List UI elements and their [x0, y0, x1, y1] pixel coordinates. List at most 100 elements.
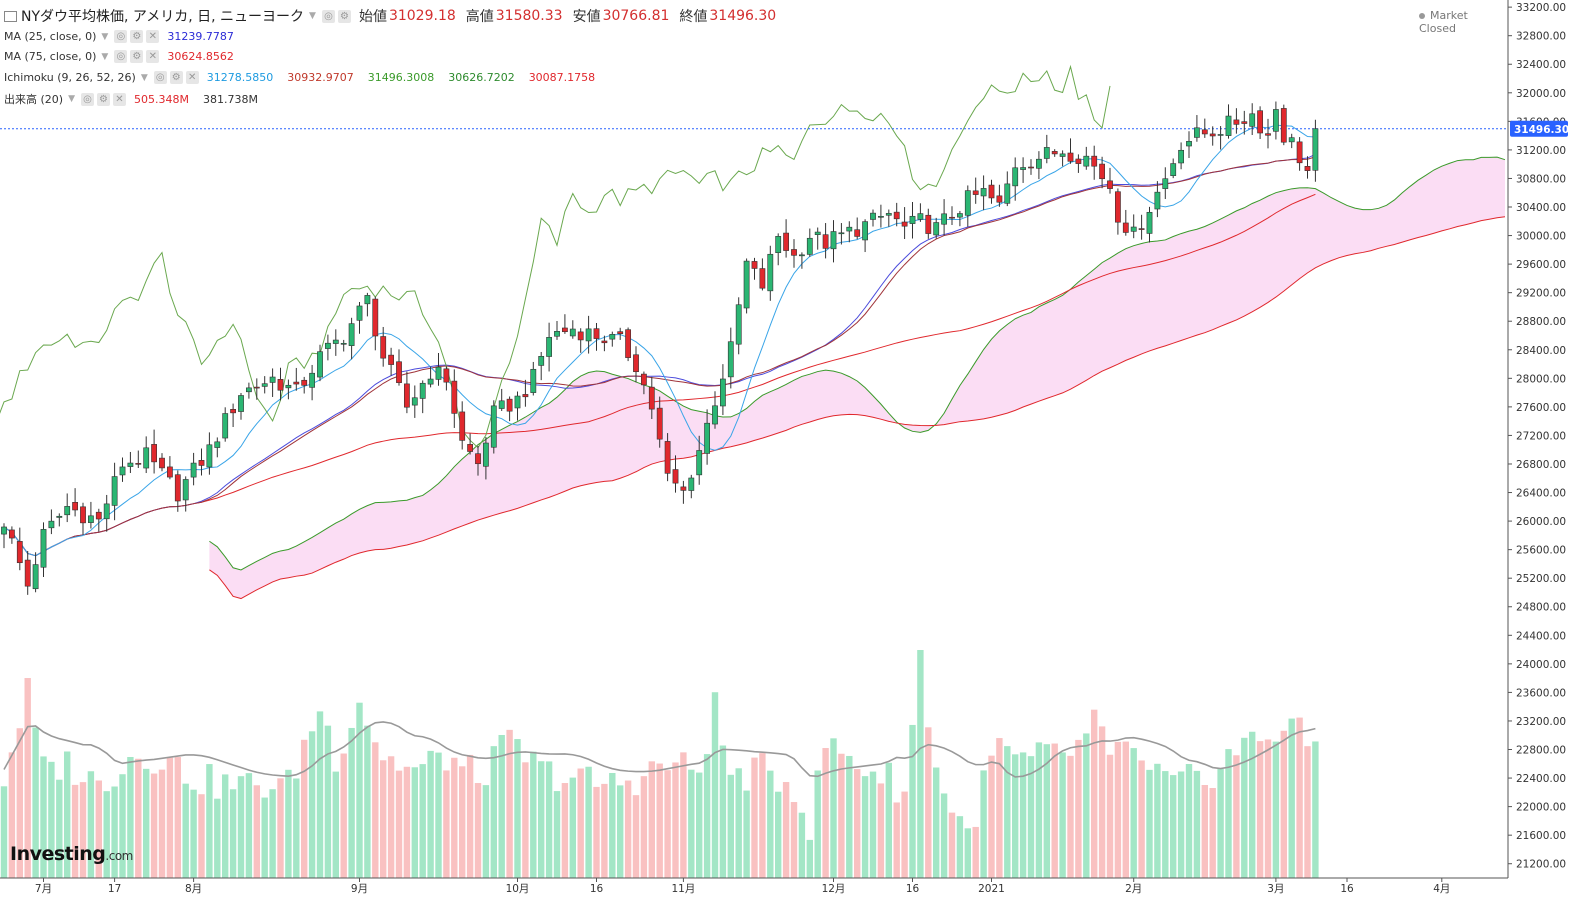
- price-tick-label: 28400.00: [1516, 345, 1566, 357]
- volume-bar: [372, 742, 379, 878]
- candle-body: [964, 190, 971, 216]
- volume-bar: [1091, 709, 1098, 878]
- open-value: 31029.18: [388, 8, 456, 24]
- close-icon: ✕: [185, 71, 199, 84]
- candle-body: [1122, 222, 1129, 233]
- volume-bar: [1249, 731, 1256, 878]
- volume-bar: [996, 738, 1003, 878]
- time-tick-label: 12月: [822, 883, 846, 895]
- volume-bar: [166, 757, 174, 878]
- close-icon: ✕: [146, 50, 160, 63]
- chevron-down-icon[interactable]: ▼: [101, 31, 109, 42]
- candle-body: [1225, 115, 1232, 136]
- candle-body: [1099, 163, 1105, 180]
- chevron-down-icon[interactable]: ▼: [140, 72, 148, 83]
- volume-bar: [585, 766, 592, 878]
- volume-bar: [1304, 746, 1311, 878]
- candle-body: [214, 441, 221, 448]
- candle-body: [798, 254, 805, 257]
- volume-bar: [1170, 775, 1177, 878]
- high-label: 高値: [465, 9, 494, 25]
- price-tick-label: 28000.00: [1516, 373, 1566, 385]
- time-tick-label: 16: [906, 883, 920, 895]
- candle-body: [64, 506, 71, 516]
- volume-bar: [1012, 754, 1019, 878]
- candle-body: [538, 356, 545, 366]
- price-tick-label: 24000.00: [1516, 659, 1566, 671]
- candle-body: [40, 529, 47, 568]
- collapse-icon[interactable]: [4, 10, 17, 22]
- legend-controls[interactable]: ◎ ⚙: [321, 9, 351, 23]
- indicator-controls[interactable]: ◎ ⚙ ✕: [81, 92, 126, 106]
- cloud-area: [209, 157, 1505, 599]
- volume-bars: [0, 650, 1319, 878]
- candle-body: [1178, 149, 1184, 164]
- candle-body: [506, 398, 513, 412]
- candle-body: [1296, 141, 1303, 164]
- volume-bar: [569, 777, 576, 878]
- indicator-value: 505.348M: [134, 92, 189, 106]
- investing-logo: Investing.com: [10, 843, 133, 865]
- indicator-legend-volume: 出来高 (20) ▼ ◎ ⚙ ✕ 505.348M 381.738M: [4, 91, 272, 107]
- candle-body: [206, 444, 213, 468]
- time-tick-label: 4月: [1433, 883, 1450, 895]
- volume-bar: [1083, 733, 1090, 878]
- chevron-down-icon[interactable]: ▼: [101, 51, 109, 62]
- candle-body: [672, 469, 679, 484]
- volume-bar: [1114, 741, 1122, 878]
- candle-body: [1201, 129, 1208, 135]
- volume-bar: [925, 727, 932, 878]
- chevron-down-icon[interactable]: ▼: [309, 11, 316, 21]
- indicator-controls[interactable]: ◎ ⚙ ✕: [114, 50, 160, 63]
- candle-body: [735, 304, 742, 345]
- indicator-controls[interactable]: ◎ ⚙ ✕: [153, 71, 199, 84]
- candle-body: [1146, 211, 1153, 234]
- candle-body: [625, 329, 631, 358]
- candle-body: [727, 341, 734, 378]
- volume-bar: [506, 729, 513, 878]
- volume-bar: [775, 791, 782, 878]
- candle-body: [1249, 113, 1256, 127]
- candle-body: [1043, 147, 1050, 159]
- volume-bar: [1256, 741, 1264, 878]
- indicator-label: MA (25, close, 0): [4, 30, 97, 43]
- volume-bar: [71, 784, 79, 878]
- price-tick-label: 26000.00: [1516, 516, 1566, 528]
- volume-bar: [846, 755, 853, 878]
- price-tick-label: 32000.00: [1516, 88, 1566, 100]
- visibility-icon: ◎: [114, 50, 128, 63]
- volume-bar: [1043, 744, 1050, 878]
- volume-bar: [1067, 755, 1074, 878]
- candle-body: [514, 395, 521, 409]
- candle-body: [569, 328, 576, 337]
- volume-bar: [119, 774, 126, 878]
- candle-body: [783, 232, 789, 251]
- chevron-down-icon[interactable]: ▼: [68, 94, 75, 104]
- volume-bar: [1296, 717, 1303, 878]
- candle-body: [1067, 152, 1074, 162]
- candle-body: [917, 213, 924, 220]
- candle-body: [1075, 158, 1082, 164]
- candle-body: [838, 232, 845, 235]
- volume-bar: [838, 753, 845, 878]
- candle-body: [1186, 141, 1192, 147]
- visibility-icon: ◎: [114, 30, 128, 43]
- volume-bar: [482, 785, 490, 878]
- volume-bar: [150, 773, 158, 878]
- volume-bar: [1027, 756, 1035, 878]
- indicator-controls[interactable]: ◎ ⚙ ✕: [114, 30, 160, 43]
- candle-body: [9, 529, 15, 539]
- candle-body: [230, 409, 236, 414]
- candle-body: [1, 526, 7, 535]
- candle-body: [396, 361, 402, 383]
- candle-body: [1028, 166, 1034, 169]
- candle-body: [356, 305, 363, 321]
- price-tick-label: 30000.00: [1516, 231, 1566, 243]
- indicator-value: 381.738M: [202, 92, 258, 106]
- volume-bar: [798, 812, 806, 878]
- price-tick-label: 22400.00: [1516, 773, 1566, 785]
- volume-bar: [419, 764, 426, 878]
- volume-bar: [1059, 752, 1066, 878]
